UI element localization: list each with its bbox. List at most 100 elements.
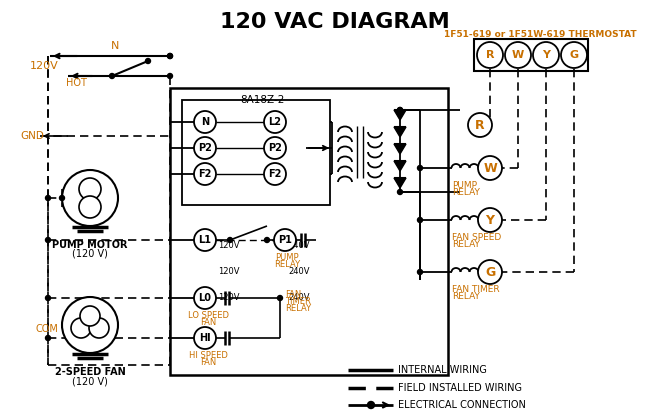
- Circle shape: [80, 306, 100, 326]
- Text: LO SPEED: LO SPEED: [188, 311, 228, 320]
- Text: 120V: 120V: [30, 61, 59, 71]
- Circle shape: [194, 327, 216, 349]
- Text: L0: L0: [198, 293, 212, 303]
- Circle shape: [274, 229, 296, 251]
- Circle shape: [397, 108, 403, 112]
- Text: INTERNAL WIRING: INTERNAL WIRING: [398, 365, 487, 375]
- Circle shape: [478, 208, 502, 232]
- Text: PUMP: PUMP: [275, 253, 299, 262]
- Text: N: N: [111, 41, 119, 51]
- Text: HI: HI: [199, 333, 211, 343]
- Text: PUMP MOTOR: PUMP MOTOR: [52, 240, 128, 250]
- Circle shape: [168, 54, 172, 59]
- Text: R: R: [486, 50, 494, 60]
- Circle shape: [194, 111, 216, 133]
- Circle shape: [417, 166, 423, 171]
- Text: P2: P2: [268, 143, 282, 153]
- Text: 240V: 240V: [288, 292, 310, 302]
- Text: RELAY: RELAY: [274, 260, 300, 269]
- Circle shape: [264, 111, 286, 133]
- Text: FAN: FAN: [200, 318, 216, 327]
- Circle shape: [468, 113, 492, 137]
- Circle shape: [46, 295, 50, 300]
- Circle shape: [417, 269, 423, 274]
- Text: N: N: [201, 117, 209, 127]
- Circle shape: [505, 42, 531, 68]
- Text: (120 V): (120 V): [72, 376, 108, 386]
- Text: 120V: 120V: [218, 292, 239, 302]
- Circle shape: [194, 229, 216, 251]
- Bar: [474, 39, 588, 71]
- Text: COM: COM: [35, 324, 58, 334]
- Text: G: G: [570, 50, 579, 60]
- Text: RELAY: RELAY: [452, 188, 480, 197]
- Circle shape: [265, 238, 269, 243]
- Polygon shape: [394, 144, 406, 154]
- Text: 1F51-619 or 1F51W-619 THERMOSTAT: 1F51-619 or 1F51W-619 THERMOSTAT: [444, 30, 636, 39]
- Circle shape: [478, 260, 502, 284]
- Text: FAN SPEED: FAN SPEED: [452, 233, 501, 242]
- Text: FAN: FAN: [285, 290, 302, 299]
- Circle shape: [264, 163, 286, 185]
- Text: W: W: [512, 50, 524, 60]
- Text: F2: F2: [268, 169, 281, 179]
- Text: ELECTRICAL CONNECTION: ELECTRICAL CONNECTION: [398, 400, 526, 410]
- Circle shape: [397, 189, 403, 194]
- Text: L2: L2: [269, 117, 281, 127]
- Circle shape: [62, 297, 118, 353]
- Text: FAN: FAN: [200, 358, 216, 367]
- Text: 8A18Z-2: 8A18Z-2: [240, 95, 284, 105]
- Circle shape: [60, 196, 64, 201]
- Text: GND: GND: [20, 131, 44, 141]
- Circle shape: [46, 196, 50, 201]
- Text: HI: HI: [95, 323, 103, 333]
- Polygon shape: [394, 178, 406, 188]
- Text: TIMER: TIMER: [285, 297, 311, 306]
- Circle shape: [277, 295, 283, 300]
- Circle shape: [417, 217, 423, 222]
- Circle shape: [478, 156, 502, 180]
- Text: R: R: [475, 119, 485, 132]
- Bar: [182, 100, 330, 205]
- Circle shape: [477, 42, 503, 68]
- Circle shape: [46, 336, 50, 341]
- Circle shape: [533, 42, 559, 68]
- Circle shape: [194, 287, 216, 309]
- Text: HI SPEED: HI SPEED: [188, 351, 227, 360]
- Circle shape: [79, 178, 101, 200]
- Text: HOT: HOT: [66, 78, 86, 88]
- Text: LO: LO: [76, 323, 86, 333]
- Text: 120V: 120V: [218, 241, 239, 249]
- Text: FAN TIMER: FAN TIMER: [452, 285, 500, 294]
- Circle shape: [194, 137, 216, 159]
- Text: Y: Y: [486, 214, 494, 227]
- Text: FIELD INSTALLED WIRING: FIELD INSTALLED WIRING: [398, 383, 522, 393]
- Circle shape: [168, 73, 172, 78]
- Polygon shape: [394, 127, 406, 137]
- Circle shape: [368, 401, 375, 409]
- Circle shape: [397, 108, 403, 112]
- Text: W: W: [483, 161, 497, 174]
- Text: RELAY: RELAY: [452, 292, 480, 301]
- Circle shape: [194, 163, 216, 185]
- Circle shape: [228, 238, 232, 243]
- Circle shape: [89, 318, 109, 338]
- Circle shape: [79, 196, 101, 218]
- Text: P2: P2: [198, 143, 212, 153]
- Circle shape: [109, 73, 115, 78]
- Text: L1: L1: [198, 235, 212, 245]
- Bar: [170, 88, 448, 375]
- Text: RELAY: RELAY: [452, 240, 480, 249]
- Circle shape: [62, 170, 118, 226]
- Text: 240V: 240V: [288, 266, 310, 276]
- Circle shape: [168, 54, 172, 59]
- Text: G: G: [485, 266, 495, 279]
- Circle shape: [71, 318, 91, 338]
- Circle shape: [264, 137, 286, 159]
- Text: 2-SPEED FAN: 2-SPEED FAN: [55, 367, 125, 377]
- Circle shape: [46, 238, 50, 243]
- Text: Y: Y: [542, 50, 550, 60]
- Text: 240V: 240V: [288, 241, 310, 249]
- Circle shape: [145, 59, 151, 64]
- Polygon shape: [394, 110, 406, 120]
